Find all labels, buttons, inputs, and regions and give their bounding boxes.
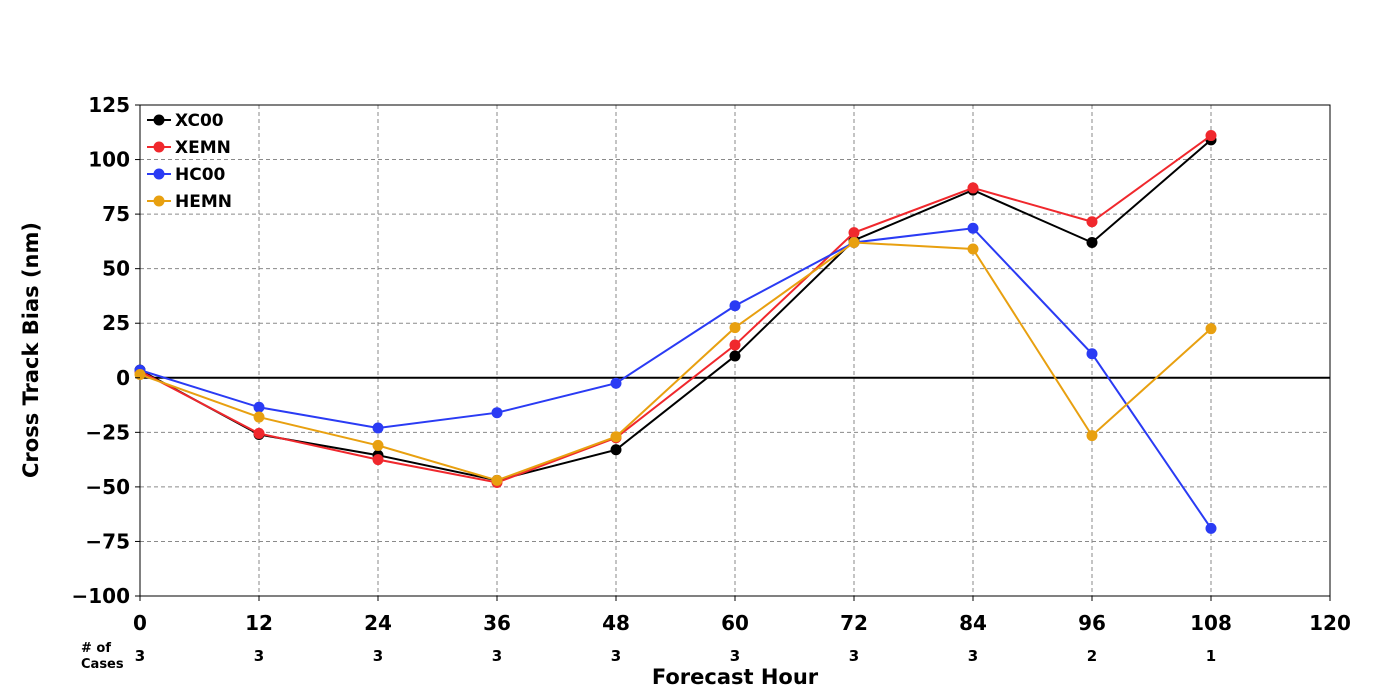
data-point-xemn	[848, 227, 860, 239]
x-tick-label: 0	[133, 611, 147, 635]
x-tick-label: 84	[959, 611, 987, 635]
series-layer	[134, 130, 1217, 534]
legend-marker-xemn	[153, 141, 165, 153]
x-axis-title: Forecast Hour	[652, 665, 819, 689]
x-tick-label: 36	[483, 611, 511, 635]
case-count: 3	[849, 647, 859, 665]
series-line-hc00	[139, 227, 1212, 529]
cases-count-row: 3 3 3 3 3 3 3 3 2 1	[135, 647, 1216, 665]
x-tick-label: 120	[1309, 611, 1351, 635]
x-tick-label: 108	[1190, 611, 1232, 635]
data-point-xemn	[372, 454, 384, 466]
case-count: 3	[135, 647, 145, 665]
data-point-xc00	[610, 444, 622, 456]
data-point-xemn	[1086, 216, 1098, 228]
x-tick-label: 24	[364, 611, 392, 635]
x-tick-label: 12	[245, 611, 273, 635]
y-tick-label: 75	[102, 202, 130, 226]
data-point-hemn	[491, 474, 503, 486]
y-tick-label: 0	[116, 366, 130, 390]
case-count: 3	[254, 647, 264, 665]
y-axis-title: Cross Track Bias (nm)	[19, 222, 43, 478]
data-point-hc00	[967, 222, 979, 234]
x-tick-label: 48	[602, 611, 630, 635]
legend-label-xemn: XEMN	[175, 138, 231, 158]
legend-label-xc00: XC00	[175, 111, 224, 131]
cases-title-line1: # of	[81, 641, 111, 656]
data-point-hc00	[729, 300, 741, 312]
data-point-hc00	[610, 377, 622, 389]
data-point-hemn	[372, 439, 384, 451]
series-xemn	[134, 130, 1217, 489]
series-line-xemn	[139, 134, 1212, 484]
case-count: 3	[611, 647, 621, 665]
x-axis-tick-labels: 0 12 24 36 48 60 72 84 96 108 120	[133, 596, 1351, 635]
data-point-hemn	[1086, 430, 1098, 442]
data-point-hc00	[253, 401, 265, 413]
legend-label-hc00: HC00	[175, 165, 226, 185]
data-point-xemn	[1205, 130, 1217, 142]
data-point-hc00	[1086, 348, 1098, 360]
data-point-hemn	[610, 431, 622, 443]
data-point-hc00	[372, 422, 384, 434]
series-line-hemn	[139, 241, 1212, 482]
case-count: 3	[373, 647, 383, 665]
data-point-hemn	[729, 322, 741, 334]
y-tick-label: −75	[85, 529, 130, 553]
y-tick-label: −50	[85, 475, 130, 499]
y-tick-label: 100	[88, 148, 130, 172]
data-point-hemn	[967, 243, 979, 255]
legend-label-hemn: HEMN	[175, 192, 232, 212]
case-count: 3	[492, 647, 502, 665]
y-axis-tick-labels: −100 −75 −50 −25 0 25 50 75 100 125	[71, 93, 140, 608]
case-count: 1	[1206, 647, 1216, 665]
data-point-hemn	[848, 236, 860, 248]
y-tick-label: −25	[85, 420, 130, 444]
series-line-xc00	[139, 139, 1212, 482]
y-tick-label: −100	[71, 584, 130, 608]
case-count: 3	[968, 647, 978, 665]
series-xc00	[134, 134, 1217, 486]
legend-marker-hc00	[153, 168, 165, 180]
data-point-hemn	[253, 411, 265, 423]
data-point-xemn	[967, 182, 979, 194]
series-hemn	[134, 236, 1217, 486]
data-point-xemn	[253, 427, 265, 439]
legend-item-hc00: HC00	[147, 165, 226, 185]
data-point-xc00	[1086, 236, 1098, 248]
legend-item-xemn: XEMN	[147, 138, 231, 158]
data-point-hemn	[134, 369, 146, 381]
x-tick-label: 60	[721, 611, 749, 635]
case-count: 2	[1087, 647, 1097, 665]
y-tick-label: 50	[102, 257, 130, 281]
legend-marker-xc00	[153, 114, 165, 126]
x-tick-label: 96	[1078, 611, 1106, 635]
legend-marker-hemn	[153, 195, 165, 207]
legend-item-xc00: XC00	[147, 111, 224, 131]
data-point-hemn	[1205, 323, 1217, 335]
case-count: 3	[730, 647, 740, 665]
data-point-hc00	[1205, 522, 1217, 534]
data-point-xemn	[729, 339, 741, 351]
data-point-hc00	[491, 407, 503, 419]
legend: XC00 XEMN HC00 HEMN	[147, 111, 232, 212]
series-hc00	[134, 222, 1217, 534]
x-tick-label: 72	[840, 611, 868, 635]
legend-item-hemn: HEMN	[147, 192, 232, 212]
cases-title-line2: Cases	[81, 657, 124, 672]
y-tick-label: 125	[88, 93, 130, 117]
y-tick-label: 25	[102, 311, 130, 335]
data-point-xc00	[729, 350, 741, 362]
